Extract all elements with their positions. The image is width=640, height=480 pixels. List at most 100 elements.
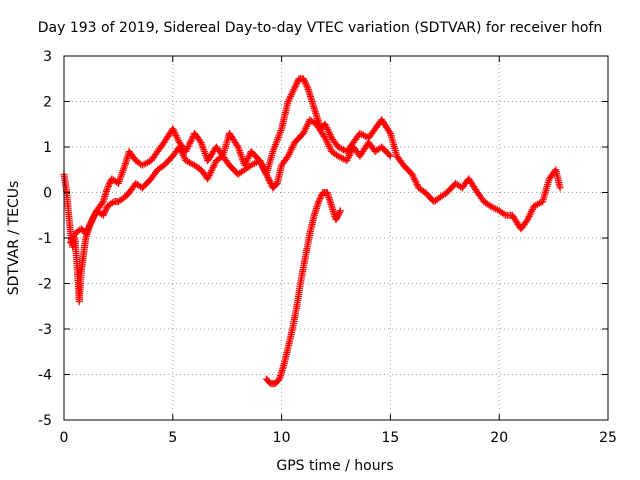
trace-point <box>322 136 330 144</box>
trace-point <box>172 132 180 140</box>
trace-point <box>385 151 393 159</box>
trace-point <box>241 159 249 167</box>
trace-point <box>344 155 352 163</box>
trace-point <box>205 172 213 180</box>
trace-point <box>69 232 77 240</box>
y-tick-label: -3 <box>38 322 52 338</box>
x-tick-label: 10 <box>273 430 291 446</box>
trace-point <box>287 147 295 155</box>
trace-point <box>69 234 77 242</box>
trace-point <box>206 170 214 178</box>
trace-point <box>258 161 266 169</box>
trace-point <box>263 172 271 180</box>
trace-point <box>244 154 252 162</box>
trace-point <box>178 148 186 156</box>
trace-point <box>324 141 332 149</box>
data-point <box>256 157 264 165</box>
y-tick-label: -2 <box>38 277 52 293</box>
trace-point <box>528 206 536 214</box>
trace-point <box>187 136 195 144</box>
trace-point <box>242 158 250 166</box>
trace-point <box>289 142 297 150</box>
trace-point <box>98 199 106 207</box>
trace-point <box>108 199 116 207</box>
trace-point <box>259 163 267 171</box>
trace-point <box>326 130 334 138</box>
y-tick-label: -5 <box>38 413 52 429</box>
trace-point <box>83 226 91 234</box>
trace-point <box>525 212 533 220</box>
x-tick-label: 5 <box>168 430 177 446</box>
trace-point <box>524 214 532 222</box>
data-point <box>265 175 273 183</box>
trace-point <box>264 173 272 181</box>
trace-point <box>323 137 331 145</box>
data-point <box>67 239 75 247</box>
y-tick-label: 2 <box>43 95 52 111</box>
data-point <box>284 152 292 160</box>
chart-title: Day 193 of 2019, Sidereal Day-to-day VTE… <box>38 20 602 36</box>
data-point <box>284 98 292 105</box>
trace-point <box>286 149 294 157</box>
trace-point <box>412 179 420 187</box>
trace-point <box>411 177 419 185</box>
trace-point <box>211 160 219 168</box>
trace-point <box>174 135 182 143</box>
trace-point <box>301 126 309 134</box>
data-point <box>260 166 268 174</box>
trace-point <box>170 128 178 136</box>
x-tick-label: 25 <box>599 430 617 446</box>
trace-point <box>325 142 333 150</box>
trace-point <box>266 178 274 186</box>
data-point <box>408 170 416 178</box>
trace-point <box>261 167 269 175</box>
trace-point <box>184 143 192 151</box>
trace-point <box>333 214 341 222</box>
trace-point <box>286 94 294 102</box>
trace-point <box>500 210 508 218</box>
trace-point <box>325 129 333 137</box>
trace-point <box>243 156 251 164</box>
trace-point <box>316 195 324 203</box>
trace-point <box>171 130 179 138</box>
trace-point <box>257 158 265 166</box>
data-points <box>60 75 564 388</box>
y-tick-label: -4 <box>38 368 52 384</box>
data-point <box>99 211 107 219</box>
trace-point <box>179 150 187 158</box>
trace-point <box>104 182 112 190</box>
trace-point <box>315 196 323 204</box>
trace-point <box>207 168 215 176</box>
trace-point <box>287 92 295 100</box>
data-point <box>332 216 340 224</box>
trace-point <box>210 162 218 170</box>
data-point <box>299 129 307 137</box>
trace-point <box>324 127 332 135</box>
trace-point <box>293 79 301 87</box>
trace-point <box>85 223 93 231</box>
trace-point <box>204 173 212 181</box>
data-point <box>556 184 564 192</box>
trace-point <box>105 181 113 189</box>
data-point <box>321 134 329 142</box>
y-axis-label: SDTVAR / TECUs <box>6 181 22 296</box>
trace-point <box>285 96 293 104</box>
trace-point <box>526 211 534 219</box>
trace-point <box>345 153 353 161</box>
trace-point <box>90 213 98 221</box>
trace-point <box>233 141 241 149</box>
trace-point <box>324 125 332 133</box>
trace-point <box>90 211 98 219</box>
trace-point <box>303 82 311 90</box>
trace-point <box>411 175 419 183</box>
trace-point <box>100 210 108 218</box>
trace-point <box>257 160 265 168</box>
data-point <box>336 207 344 215</box>
trace-point <box>285 150 293 158</box>
trace-point <box>86 221 94 229</box>
trace-point <box>209 163 217 171</box>
trace-point <box>413 181 421 189</box>
trace-point <box>385 128 393 136</box>
trace-point <box>259 164 267 172</box>
